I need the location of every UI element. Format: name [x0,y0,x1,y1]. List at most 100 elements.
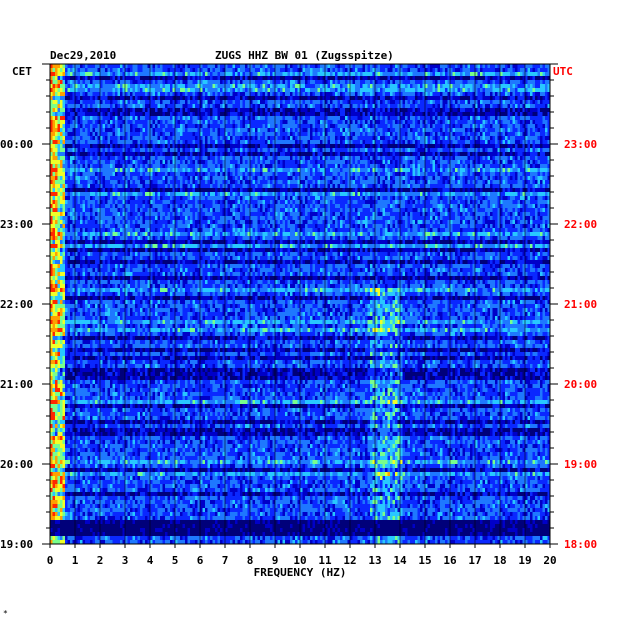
spectrogram-cell [207,132,211,137]
spectrogram-cell [532,136,536,141]
spectrogram-cell [495,72,498,77]
spectrogram-cell [135,76,138,81]
spectrogram-cell [367,140,371,145]
spectrogram-cell [175,132,178,137]
spectrogram-cell [277,64,281,69]
spectrogram-cell [472,124,476,129]
spectrogram-cell [490,152,493,157]
spectrogram-cell [387,88,391,93]
spectrogram-cell [527,72,531,77]
spectrogram-cell [427,72,431,77]
spectrogram-cell [282,68,286,73]
spectrogram-cell [147,68,151,73]
spectrogram-cell [217,84,221,89]
spectrogram-cell [180,140,183,145]
spectrogram-cell [452,124,456,129]
spectrogram-cell [452,104,456,109]
spectrogram-cell [465,96,468,101]
spectrogram-cell [420,104,423,109]
spectrogram-cell [437,148,441,153]
spectrogram-cell [410,68,413,73]
spectrogram-cell [90,92,93,97]
spectrogram-cell [507,96,511,101]
spectrogram-cell [537,76,541,81]
spectrogram-cell [310,128,313,133]
spectrogram-cell [347,68,351,73]
spectrogram-cell [212,152,216,157]
spectrogram-cell [182,112,186,117]
spectrogram-cell [270,128,273,133]
spectrogram-cell [147,80,151,85]
spectrogram-cell [122,160,126,165]
spectrogram-cell [192,100,196,105]
spectrogram-cell [465,84,468,89]
spectrogram-cell [170,140,173,145]
spectrogram-cell [150,116,153,121]
spectrogram-cell [165,156,168,161]
spectrogram-cell [57,112,61,117]
spectrogram-cell [67,116,71,121]
spectrogram-cell [527,100,531,105]
spectrogram-cell [205,112,208,117]
spectrogram-cell [380,88,383,93]
spectrogram-cell [377,100,381,105]
spectrogram-cell [290,104,293,109]
spectrogram-cell [420,68,423,73]
spectrogram-cell [355,72,358,77]
spectrogram-cell [382,160,386,165]
spectrogram-cell [490,64,493,69]
spectrogram-cell [55,88,58,93]
spectrogram-cell [490,124,493,129]
spectrogram-cell [55,76,58,81]
spectrogram-cell [485,156,488,161]
spectrogram-cell [95,84,98,89]
spectrogram-cell [415,160,418,165]
spectrogram-cell [450,160,453,165]
spectrogram-cell [450,132,453,137]
spectrogram-cell [130,88,133,93]
spectrogram-cell [250,104,253,109]
spectrogram-cell [170,136,173,141]
spectrogram-cell [190,80,193,85]
spectrogram-cell [312,112,316,117]
spectrogram-cell [212,132,216,137]
spectrogram-cell [287,152,291,157]
spectrogram-cell [460,116,463,121]
spectrogram-cell [425,140,428,145]
spectrogram-cell [507,88,511,93]
spectrogram-cell [177,92,181,97]
spectrogram-cell [90,120,93,125]
spectrogram-cell [330,84,333,89]
spectrogram-cell [120,152,123,157]
spectrogram-cell [110,156,113,161]
spectrogram-cell [132,84,136,89]
spectrogram-cell [147,108,151,113]
spectrogram-cell [172,120,176,125]
spectrogram-cell [335,64,338,69]
spectrogram-cell [520,104,523,109]
spectrogram-cell [307,72,311,77]
spectrogram-cell [180,116,183,121]
spectrogram-cell [347,100,351,105]
spectrogram-cell [215,124,218,129]
spectrogram-cell [285,132,288,137]
spectrogram-cell [87,112,91,117]
spectrogram-cell [162,128,166,133]
spectrogram-cell [415,96,418,101]
spectrogram-cell [440,72,443,77]
spectrogram-cell [195,88,198,93]
spectrogram-cell [192,88,196,93]
spectrogram-cell [440,92,443,97]
spectrogram-cell [292,68,296,73]
spectrogram-cell [185,80,188,85]
spectrogram-cell [310,112,313,117]
spectrogram-cell [485,116,488,121]
spectrogram-cell [457,160,461,165]
spectrogram-cell [270,108,273,113]
spectrogram-cell [330,128,333,133]
spectrogram-cell [412,80,416,85]
spectrogram-cell [425,160,428,165]
spectrogram-cell [535,64,538,69]
spectrogram-cell [282,112,286,117]
spectrogram-cell [320,144,323,149]
